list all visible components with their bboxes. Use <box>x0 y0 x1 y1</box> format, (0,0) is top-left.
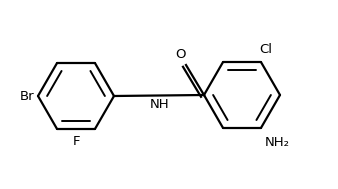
Text: Br: Br <box>19 90 34 102</box>
Text: F: F <box>72 135 80 148</box>
Text: NH: NH <box>150 98 170 112</box>
Text: Cl: Cl <box>259 43 272 56</box>
Text: NH₂: NH₂ <box>265 136 290 149</box>
Text: O: O <box>176 48 186 61</box>
